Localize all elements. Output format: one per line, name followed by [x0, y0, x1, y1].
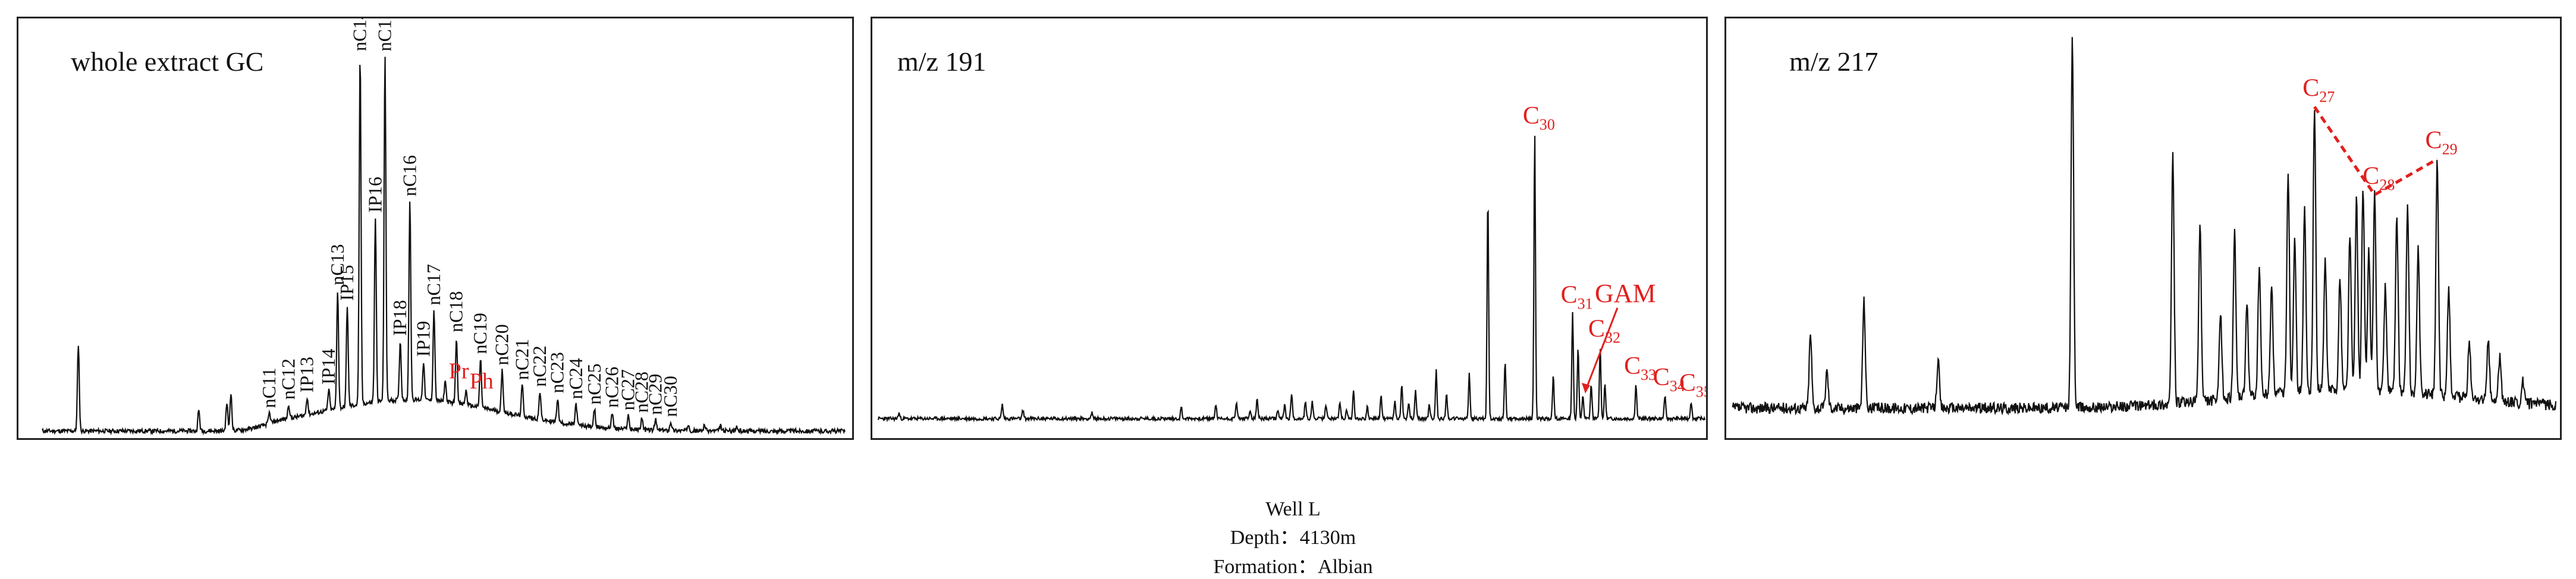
chart-title-mz191: m/z 191	[897, 46, 987, 77]
gam-arrow-line	[1584, 307, 1619, 392]
peak-label-c31: C31	[1561, 281, 1593, 312]
peak-label-c35: C35	[1679, 370, 1706, 401]
peak-label-ph: Ph	[470, 369, 494, 394]
peak-label-c33: C33	[1624, 353, 1656, 383]
peak-label-nc20: nC20	[491, 324, 513, 365]
peak-label-nc26: nC26	[601, 367, 623, 408]
peak-label-nc17: nC17	[423, 264, 444, 305]
peak-label-nc14: nC14	[349, 18, 370, 51]
peak-label-c28: C28	[2363, 163, 2395, 194]
chromatogram-trace	[877, 136, 1706, 423]
peak-label-nc24: nC24	[565, 358, 586, 399]
chart-panel-mz217: m/z 217 C27 C28 C29	[1724, 17, 2562, 440]
caption-depth: Depth：4130m	[1230, 527, 1356, 549]
peak-label-nc21: nC21	[511, 339, 532, 380]
peak-label-gam: GAM	[1595, 279, 1656, 308]
chromatogram-mz217: C27 C28 C29	[1732, 37, 2557, 416]
peak-label-nc28: nC28	[630, 372, 652, 413]
peak-label-c30: C30	[1523, 102, 1555, 133]
peak-label-nc19: nC19	[469, 313, 491, 354]
peak-label-c27: C27	[2302, 75, 2335, 106]
peak-label-nc25: nC25	[583, 363, 605, 404]
peak-label-nc16: nC16	[398, 155, 420, 196]
peak-label-ip14: IP14	[318, 349, 339, 385]
chart-panel-whole-extract-gc: whole extract GC nC11 nC12 IP13 IP14 nC13 IP1…	[17, 17, 854, 440]
chromatogram-trace	[42, 56, 846, 436]
peak-label-nc30: nC30	[659, 376, 681, 417]
peak-label-nc18: nC18	[445, 291, 467, 332]
peak-label-ip19: IP19	[412, 321, 433, 357]
chart-title-mz217: m/z 217	[1789, 46, 1878, 77]
peak-label-nc13: nC13	[326, 244, 348, 285]
peak-label-pr: Pr	[449, 359, 469, 384]
peak-label-ip16: IP16	[364, 177, 385, 212]
peak-label-c29: C29	[2426, 127, 2458, 158]
gam-arrowhead	[1581, 382, 1590, 394]
peak-label-nc11: nC11	[258, 367, 279, 408]
peak-label-ip18: IP18	[389, 300, 410, 336]
peak-label-c32: C32	[1588, 316, 1620, 347]
peak-label-nc27: nC27	[617, 369, 639, 410]
peak-label-nc12: nC12	[277, 358, 299, 399]
peak-label-c34: C34	[1653, 364, 1685, 395]
chart-title-whole-extract-gc: whole extract GC	[71, 46, 264, 77]
chromatogram-trace	[1732, 37, 2557, 416]
caption-formation: Formation：Albian	[1213, 556, 1373, 578]
peak-label-ip15: IP15	[336, 265, 357, 301]
caption-well: Well L	[1265, 498, 1321, 520]
peak-label-nc22: nC22	[529, 345, 550, 386]
peak-label-nc23: nC23	[546, 352, 568, 393]
peak-label-nc15: nC15	[373, 18, 395, 51]
figure-caption: Well L Depth：4130m Formation：Albian	[0, 476, 2576, 579]
peak-label-nc29: nC29	[644, 374, 665, 415]
peak-label-ip13: IP13	[296, 357, 318, 392]
